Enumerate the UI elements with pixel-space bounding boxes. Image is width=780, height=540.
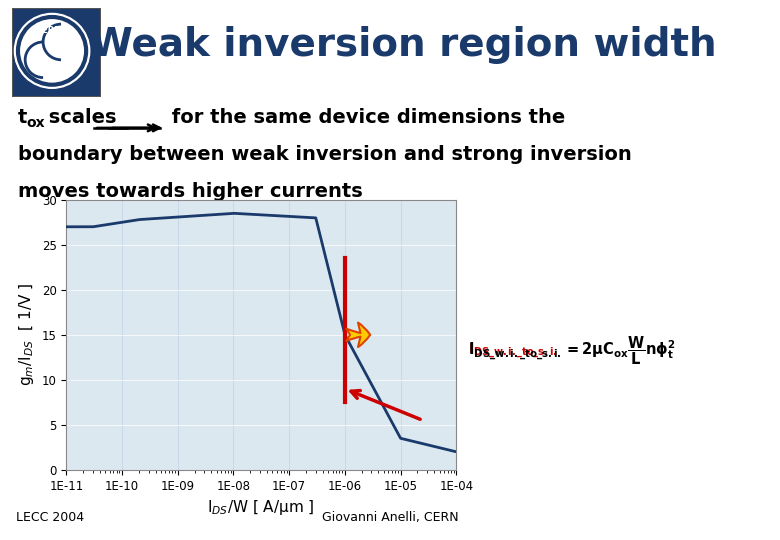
Text: for the same device dimensions the: for the same device dimensions the xyxy=(165,108,566,127)
Text: Giovanni Anelli, CERN: Giovanni Anelli, CERN xyxy=(321,511,459,524)
Text: Weak inversion region width: Weak inversion region width xyxy=(90,26,717,64)
Y-axis label: g$_m$/I$_{DS}$  [ 1/V ]: g$_m$/I$_{DS}$ [ 1/V ] xyxy=(17,283,36,387)
Text: CERN: CERN xyxy=(37,26,62,35)
Text: scales: scales xyxy=(42,108,116,127)
FancyBboxPatch shape xyxy=(12,8,101,97)
Text: moves towards higher currents: moves towards higher currents xyxy=(18,182,363,201)
Text: boundary between weak inversion and strong inversion: boundary between weak inversion and stro… xyxy=(18,145,632,164)
Text: LECC 2004: LECC 2004 xyxy=(16,511,83,524)
Text: $\mathbf{I_{DS\_w.i.\_to\_s.i.} = 2\mu C_{ox} \dfrac{W}{L} n\phi_t^2}$: $\mathbf{I_{DS\_w.i.\_to\_s.i.} = 2\mu C… xyxy=(468,335,675,367)
Circle shape xyxy=(14,14,90,89)
Text: $\mathbf{I_{DS\_w.i.\_to\_s.i.}}$: $\mathbf{I_{DS\_w.i.\_to\_s.i.}}$ xyxy=(468,342,557,360)
Text: t: t xyxy=(18,108,27,127)
Text: ox: ox xyxy=(27,116,45,130)
X-axis label: I$_{DS}$/W [ A/μm ]: I$_{DS}$/W [ A/μm ] xyxy=(207,498,315,517)
